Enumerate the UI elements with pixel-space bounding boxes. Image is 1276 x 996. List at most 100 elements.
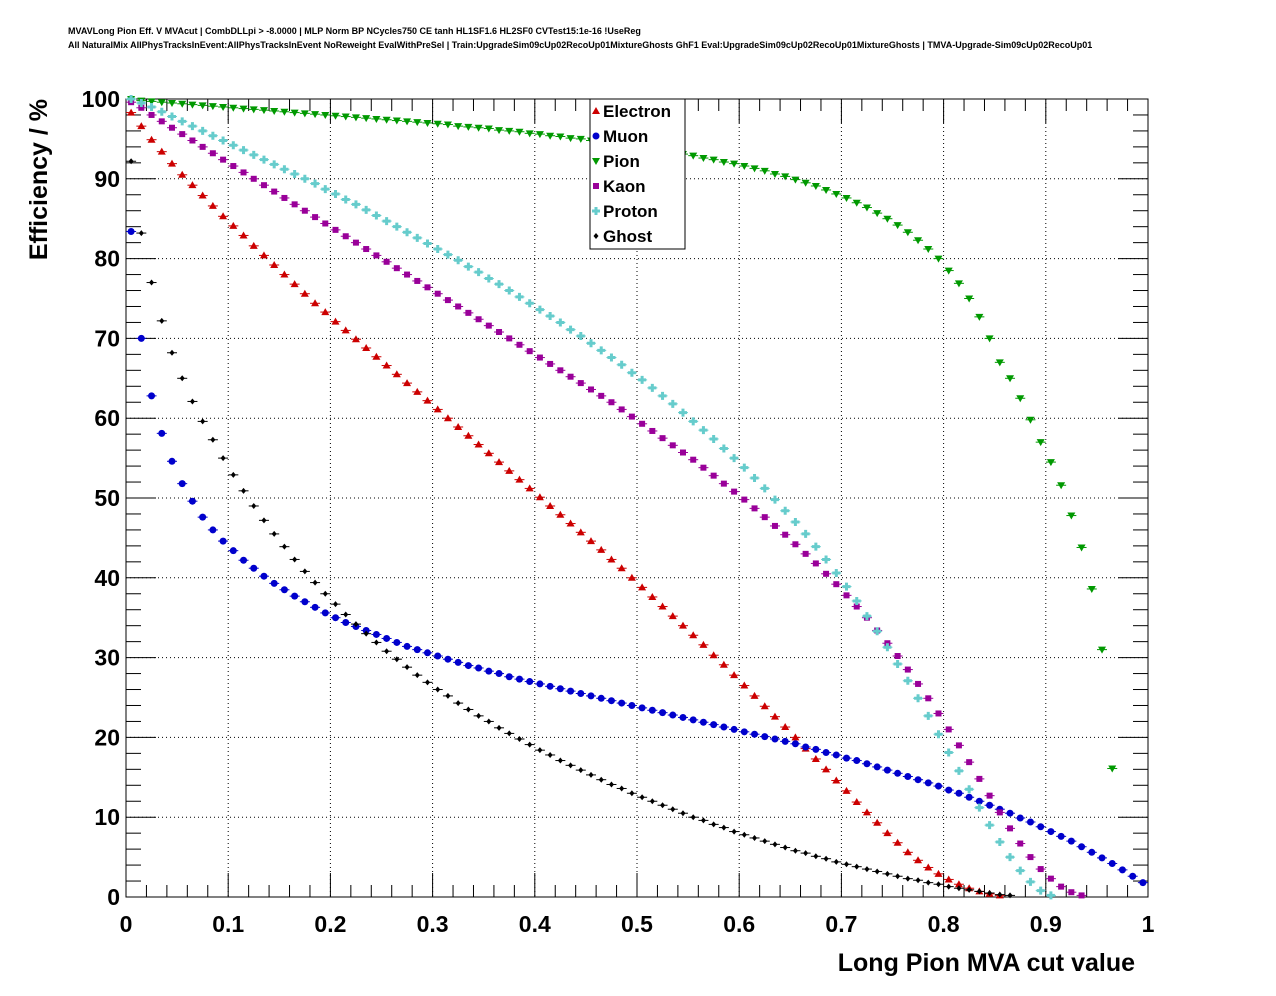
data-point <box>546 132 555 140</box>
x-tick-label: 0.7 <box>825 911 857 937</box>
data-point <box>791 740 799 748</box>
data-point <box>312 214 319 221</box>
data-point <box>188 101 197 109</box>
data-point <box>474 268 483 277</box>
data-point <box>1006 809 1014 817</box>
data-point <box>229 141 238 150</box>
y-tick-label: 40 <box>94 565 120 591</box>
y-axis-title: Efficiency / % <box>25 99 53 260</box>
data-point <box>341 113 350 121</box>
data-point <box>659 435 666 442</box>
data-point <box>934 255 943 263</box>
data-point <box>403 228 412 237</box>
data-point <box>158 429 166 437</box>
data-point <box>148 111 155 118</box>
data-point <box>476 712 482 719</box>
data-point <box>873 818 882 826</box>
data-point <box>894 769 902 777</box>
data-point <box>811 182 820 190</box>
data-point <box>168 124 175 131</box>
data-point <box>761 733 769 741</box>
data-point <box>1108 765 1117 773</box>
data-point <box>588 771 594 778</box>
data-point <box>627 368 636 377</box>
data-point <box>578 767 584 774</box>
data-point <box>486 718 492 725</box>
data-point <box>954 280 963 288</box>
data-point <box>740 163 749 171</box>
data-point <box>771 522 778 529</box>
data-point <box>1139 879 1147 887</box>
data-point <box>710 472 717 479</box>
data-point <box>842 194 851 202</box>
data-point <box>147 98 156 106</box>
data-point <box>526 348 533 355</box>
data-point <box>290 280 299 288</box>
data-point <box>147 102 156 111</box>
data-point <box>781 737 789 745</box>
data-point <box>434 652 442 660</box>
data-point <box>772 841 778 848</box>
data-point <box>914 694 923 703</box>
data-point <box>157 147 166 155</box>
data-point <box>271 530 277 537</box>
data-point <box>1087 585 1096 593</box>
data-point <box>822 765 831 773</box>
data-point <box>464 431 473 439</box>
data-point <box>862 808 871 816</box>
data-point <box>1006 853 1015 862</box>
data-point <box>394 656 400 663</box>
data-point <box>372 115 381 123</box>
data-point <box>291 592 299 600</box>
legend-marker-proton <box>592 207 600 215</box>
data-point <box>1078 892 1085 899</box>
data-point <box>281 543 287 550</box>
data-point <box>454 658 462 666</box>
data-point <box>976 775 983 782</box>
data-point <box>1077 544 1086 552</box>
data-point <box>290 170 299 179</box>
data-point <box>342 618 350 626</box>
data-point <box>291 201 298 208</box>
y-tick-label: 80 <box>94 246 120 272</box>
data-point <box>924 863 933 871</box>
data-point <box>689 152 698 160</box>
data-point <box>443 250 452 259</box>
data-point <box>393 265 400 272</box>
y-tick-label: 50 <box>94 485 120 511</box>
legend-label-proton: Proton <box>603 202 658 221</box>
data-point <box>189 137 196 144</box>
data-point <box>689 417 698 426</box>
data-point <box>189 398 195 405</box>
data-point <box>300 110 309 118</box>
data-point <box>515 475 524 483</box>
data-point <box>638 583 647 591</box>
data-point <box>322 220 329 227</box>
y-tick-labels: 0 10 20 30 40 50 60 70 80 90 100 <box>82 86 120 910</box>
data-point <box>668 399 677 408</box>
legend-marker-pion <box>592 158 600 165</box>
data-point <box>505 127 514 135</box>
data-point <box>792 847 798 854</box>
data-point <box>996 809 1003 816</box>
data-point <box>259 155 268 164</box>
data-point <box>781 506 790 515</box>
data-point <box>934 730 943 739</box>
data-point <box>138 230 144 237</box>
data-point <box>985 821 994 830</box>
data-point <box>638 704 646 712</box>
data-point <box>137 122 146 130</box>
data-point <box>975 803 984 812</box>
data-point <box>373 252 380 259</box>
data-point <box>423 239 432 248</box>
data-point <box>730 725 738 733</box>
data-point <box>944 875 953 883</box>
data-point <box>730 160 739 168</box>
data-point <box>709 434 718 443</box>
data-point <box>454 123 463 131</box>
data-point <box>915 877 921 884</box>
data-point <box>546 312 555 321</box>
data-point <box>905 875 911 882</box>
data-point <box>680 810 686 817</box>
y-tick-label: 20 <box>94 724 120 750</box>
